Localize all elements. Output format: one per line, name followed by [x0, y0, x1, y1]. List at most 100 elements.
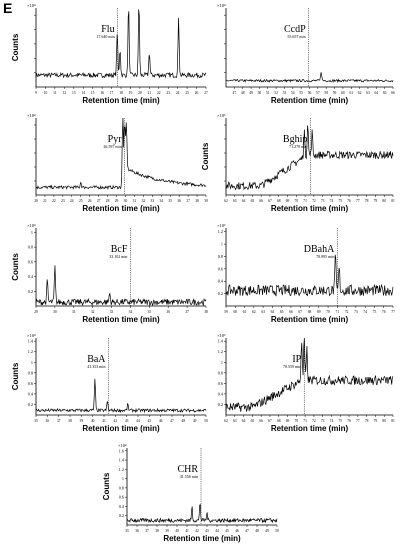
- x-tick-label: 75: [373, 310, 377, 314]
- x-tick-label: 77: [391, 310, 395, 314]
- x-tick-label: 28: [106, 199, 110, 203]
- x-tick-label: 22: [52, 199, 56, 203]
- x-tick-label: 66: [259, 199, 263, 203]
- chromatogram-panel-ip: 62 63 64 65 66 67 68 69 70 71 72 73 74 75 76 77 78 79 80 81…: [217, 333, 395, 433]
- axis-lines: [35, 338, 206, 416]
- peak-retention-label: 17.640 min: [96, 34, 114, 39]
- x-tick-label: 45: [225, 529, 229, 533]
- peak-retention-label: 41.556 min: [180, 474, 198, 479]
- x-tick-label: 46: [235, 529, 239, 533]
- x-tick-label: 38: [204, 310, 208, 314]
- x-tick-label: 32: [142, 199, 146, 203]
- x-tick-label: 25: [79, 199, 83, 203]
- y-tick-label: 0.8: [119, 485, 124, 490]
- x-tick-label: 10: [44, 91, 48, 95]
- y-tick-label: 0.2: [218, 291, 223, 296]
- x-tick-label: 47: [245, 529, 249, 533]
- y-scale-factor: ×10⁴: [118, 443, 127, 448]
- chromatogram-panel-bghip: 62 63 64 65 66 67 68 69 70 71 72 73 74 75 76 77 78 79 80 81…: [201, 113, 395, 213]
- chromatogram-trace: [225, 72, 394, 84]
- x-tick-label: 72: [312, 199, 316, 203]
- x-tick-label: 55: [299, 91, 303, 95]
- x-tick-label: 35: [148, 310, 152, 314]
- y-tick-label: 0.6: [218, 381, 223, 386]
- chromatogram-panel-pyr: 20 21 22 23 24 25 26 27 28 29 30 31 32 33 34 35 36 37 38 39…: [27, 113, 208, 213]
- x-tick-label: 67: [298, 310, 302, 314]
- x-tick-label: 37: [185, 310, 189, 314]
- x-tick-label: 35: [125, 529, 129, 533]
- y-tick-label: 1: [221, 242, 223, 247]
- x-tick-label: 20: [34, 199, 38, 203]
- x-tick-label: 18: [119, 91, 123, 95]
- y-tick-label: 0.8: [218, 254, 223, 259]
- x-tick-label: 65: [251, 419, 255, 423]
- x-tick-label: 68: [277, 199, 281, 203]
- compound-label: Bghip: [283, 134, 307, 145]
- x-tick-label: 62: [358, 91, 362, 95]
- x-tick-label: 14: [81, 91, 85, 95]
- chromatogram-panel-ccdp: 47 48 49 50 51 52 53 54 55 56 57 58 59 60 61 62 63 64 65 66…: [217, 3, 395, 105]
- x-tick-label: 38: [195, 199, 199, 203]
- x-tick-label: 49: [249, 91, 253, 95]
- x-tick-label: 72: [312, 419, 316, 423]
- x-tick-label: 21: [148, 91, 152, 95]
- x-tick-label: 35: [34, 419, 38, 423]
- x-tick-label: 51: [266, 91, 270, 95]
- x-tick-label: 78: [365, 199, 369, 203]
- x-tick-label: 25: [185, 91, 189, 95]
- x-tick-label: 36: [166, 310, 170, 314]
- chromatogram-trace: [225, 254, 394, 297]
- x-tick-label: 68: [277, 419, 281, 423]
- y-tick-label: 1.2: [218, 229, 223, 234]
- x-tick-label: 23: [61, 199, 65, 203]
- x-axis-title: Retention time (min): [82, 96, 160, 105]
- x-tick-label: 70: [326, 310, 330, 314]
- y-scale-factor: ×10⁴: [27, 3, 36, 8]
- chromatogram-panel-bcf: 29 30 31 32 33 34 35 36 37 38 1 0.8 0.6 0.4 0.2 ×10⁴ Cou…: [11, 223, 208, 324]
- x-tick-label: 48: [241, 91, 245, 95]
- x-axis-title: Retention time (min): [271, 424, 349, 433]
- x-tick-label: 13: [72, 91, 76, 95]
- x-tick-label: 31: [133, 199, 137, 203]
- compound-label: Flu: [101, 24, 114, 35]
- x-tick-label: 36: [46, 419, 50, 423]
- compound-label: Pyr: [108, 134, 123, 145]
- x-tick-label: 63: [366, 91, 370, 95]
- x-tick-label: 71: [303, 199, 307, 203]
- y-tick-label: 1.6: [119, 448, 124, 453]
- x-tick-label: 66: [259, 419, 263, 423]
- x-tick-label: 80: [382, 199, 386, 203]
- chromatogram-panel-chr: 35 36 37 38 39 40 41 42 43 44 45 46 47 48 49 50 1.6 1.4 1.…: [102, 443, 279, 543]
- compound-label: BaA: [87, 354, 106, 365]
- x-tick-label: 64: [375, 91, 379, 95]
- x-tick-label: 38: [68, 419, 72, 423]
- axis-lines: [35, 228, 206, 307]
- chromatogram-panel-baa: 35 36 37 38 39 40 41 42 43 44 45 46 47 48 49 50 1.4 1.2 1 0…: [11, 333, 208, 433]
- x-tick-label: 71: [336, 310, 340, 314]
- x-tick-label: 61: [349, 91, 353, 95]
- x-tick-label: 74: [330, 419, 334, 423]
- x-tick-label: 53: [283, 91, 287, 95]
- x-tick-label: 61: [243, 310, 247, 314]
- x-tick-label: 71: [303, 419, 307, 423]
- x-tick-label: 62: [224, 419, 228, 423]
- y-scale-factor: ×10⁴: [27, 333, 36, 338]
- chromatogram-panel-flu: 9 10 11 12 13 14 15 16 17 18 19 20 21 22 23 24 25 26 27 ×10…: [11, 3, 208, 105]
- x-tick-label: 35: [168, 199, 172, 203]
- y-axis-title: Counts: [11, 33, 20, 61]
- x-tick-label: 31: [72, 310, 76, 314]
- y-scale-factor: ×10³: [217, 223, 226, 228]
- x-tick-label: 79: [374, 199, 378, 203]
- x-tick-label: 43: [125, 419, 129, 423]
- compound-label: DBahA: [304, 244, 335, 255]
- y-tick-label: 0.6: [28, 259, 33, 264]
- y-scale-factor: ×10⁴: [217, 3, 226, 8]
- x-tick-label: 62: [252, 310, 256, 314]
- x-tick-label: 64: [242, 199, 246, 203]
- y-tick-label: 1: [31, 230, 33, 235]
- x-tick-label: 45: [148, 419, 152, 423]
- x-tick-label: 19: [129, 91, 133, 95]
- x-tick-label: 44: [215, 529, 219, 533]
- x-tick-label: 48: [255, 529, 259, 533]
- x-tick-label: 62: [224, 199, 228, 203]
